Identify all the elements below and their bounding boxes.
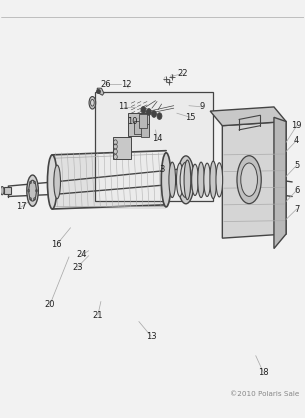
- Ellipse shape: [89, 97, 96, 109]
- Bar: [95, 92, 213, 201]
- Text: 22: 22: [178, 69, 188, 78]
- Bar: [4, 187, 11, 194]
- Ellipse shape: [177, 163, 183, 196]
- Text: 13: 13: [146, 331, 156, 341]
- Text: ©2010 Polaris Sale: ©2010 Polaris Sale: [230, 391, 300, 397]
- Text: 21: 21: [93, 311, 103, 320]
- Circle shape: [141, 107, 146, 113]
- Ellipse shape: [91, 99, 94, 106]
- Text: 26: 26: [100, 79, 111, 89]
- Bar: [139, 115, 147, 128]
- Ellipse shape: [54, 165, 60, 199]
- Ellipse shape: [204, 163, 210, 196]
- Bar: [52, 155, 166, 209]
- Text: 20: 20: [45, 300, 55, 309]
- Text: 16: 16: [52, 240, 62, 249]
- Ellipse shape: [180, 162, 192, 198]
- Bar: [134, 121, 143, 134]
- Text: 3: 3: [159, 165, 164, 174]
- Ellipse shape: [241, 163, 257, 196]
- Text: 5: 5: [294, 161, 299, 170]
- Circle shape: [152, 111, 156, 117]
- Polygon shape: [210, 107, 286, 126]
- Ellipse shape: [29, 180, 36, 201]
- Polygon shape: [274, 117, 286, 249]
- Ellipse shape: [48, 155, 57, 209]
- Ellipse shape: [27, 175, 38, 206]
- Bar: [141, 124, 149, 138]
- Text: 17: 17: [16, 202, 27, 212]
- Ellipse shape: [198, 162, 204, 198]
- Ellipse shape: [161, 153, 171, 207]
- Circle shape: [146, 109, 151, 115]
- Polygon shape: [97, 88, 104, 95]
- Text: 19: 19: [292, 121, 302, 130]
- Ellipse shape: [169, 162, 176, 198]
- Text: 14: 14: [152, 134, 162, 143]
- Text: 18: 18: [258, 368, 269, 377]
- Text: 9: 9: [200, 102, 205, 112]
- Ellipse shape: [216, 163, 223, 197]
- Text: 24: 24: [77, 250, 87, 259]
- Text: 12: 12: [121, 79, 132, 89]
- Polygon shape: [222, 122, 286, 238]
- Text: 7: 7: [294, 204, 300, 214]
- Text: 4: 4: [294, 136, 299, 145]
- Ellipse shape: [184, 160, 191, 200]
- Circle shape: [157, 113, 162, 120]
- Text: 23: 23: [72, 263, 83, 272]
- Text: 11: 11: [118, 102, 129, 112]
- Bar: [113, 138, 131, 159]
- Ellipse shape: [237, 156, 261, 204]
- Text: 6: 6: [294, 186, 300, 195]
- Text: 15: 15: [185, 113, 196, 122]
- Ellipse shape: [192, 164, 198, 196]
- Bar: [127, 113, 149, 136]
- Ellipse shape: [178, 156, 194, 204]
- Ellipse shape: [0, 186, 4, 195]
- Text: 10: 10: [127, 117, 138, 126]
- Ellipse shape: [210, 161, 217, 199]
